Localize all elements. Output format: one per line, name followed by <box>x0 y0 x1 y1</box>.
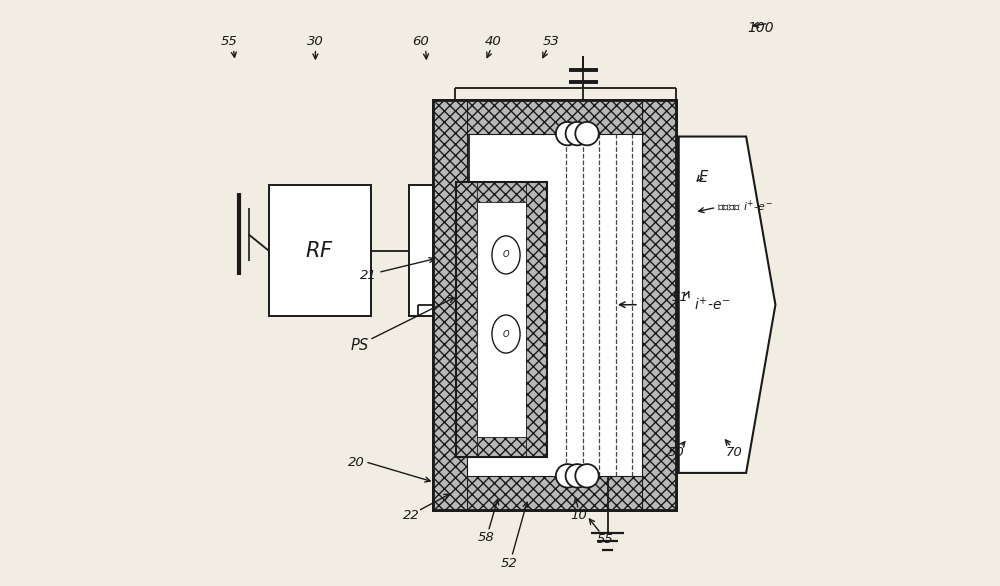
Text: 60: 60 <box>413 35 429 47</box>
Text: 70: 70 <box>726 446 743 459</box>
Text: 53: 53 <box>543 35 559 47</box>
Text: 51: 51 <box>672 291 689 304</box>
Text: 21: 21 <box>360 269 377 282</box>
Text: 55: 55 <box>597 533 614 546</box>
Bar <box>433 100 676 134</box>
Bar <box>433 100 676 510</box>
Text: 50: 50 <box>667 446 684 459</box>
Bar <box>642 100 676 510</box>
Bar <box>456 182 547 457</box>
Ellipse shape <box>492 236 520 274</box>
Text: 100: 100 <box>747 21 774 35</box>
Circle shape <box>575 464 599 488</box>
Bar <box>433 100 676 510</box>
Text: 20: 20 <box>347 456 364 469</box>
Circle shape <box>556 122 579 145</box>
Bar <box>456 182 477 457</box>
Bar <box>269 185 371 316</box>
Ellipse shape <box>492 315 520 353</box>
Text: 55: 55 <box>221 35 238 47</box>
Text: 22: 22 <box>403 509 419 522</box>
Circle shape <box>575 122 599 145</box>
Bar <box>409 185 500 316</box>
Text: 40: 40 <box>485 35 501 47</box>
Text: $E$: $E$ <box>698 169 710 185</box>
Bar <box>456 437 547 457</box>
Text: 等离子体 $i^{+}$-$e^{-}$: 等离子体 $i^{+}$-$e^{-}$ <box>717 199 773 214</box>
Bar <box>526 182 547 457</box>
Text: 58: 58 <box>478 531 494 544</box>
Text: O: O <box>503 329 509 339</box>
Polygon shape <box>679 137 775 473</box>
Bar <box>456 182 547 457</box>
Bar <box>433 100 467 510</box>
Bar <box>456 182 547 202</box>
Circle shape <box>556 464 579 488</box>
Text: $PS$: $PS$ <box>350 336 369 353</box>
Text: $RF$: $RF$ <box>305 240 334 261</box>
Text: $i^{+}$-$e^{-}$: $i^{+}$-$e^{-}$ <box>694 296 731 314</box>
Bar <box>433 476 676 510</box>
Circle shape <box>566 464 589 488</box>
Text: 10: 10 <box>571 509 587 522</box>
Text: O: O <box>503 250 509 260</box>
Text: 30: 30 <box>307 35 324 47</box>
Circle shape <box>566 122 589 145</box>
Text: 52: 52 <box>501 557 518 570</box>
